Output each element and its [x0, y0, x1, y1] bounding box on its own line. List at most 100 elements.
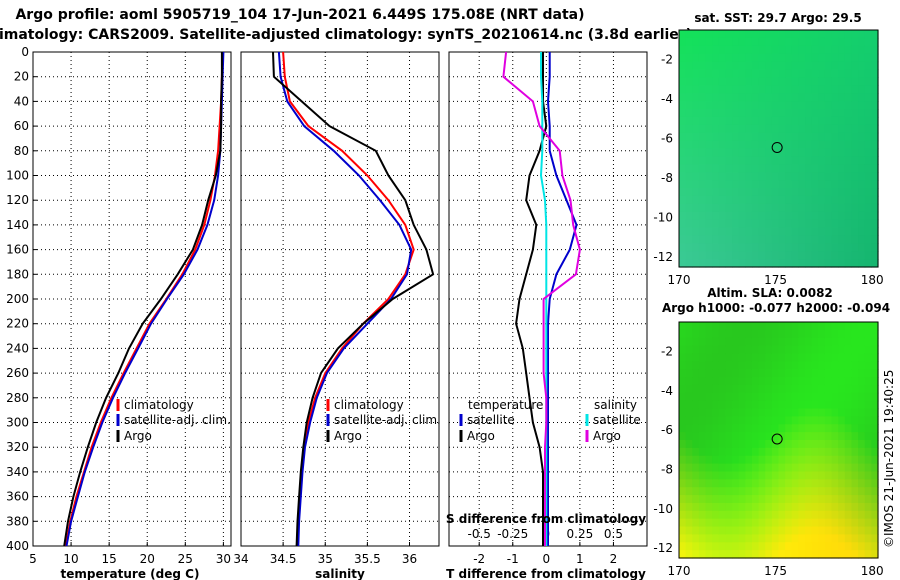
- map-cell: [771, 369, 780, 378]
- map-cell: [705, 479, 713, 488]
- map-cell: [718, 322, 727, 331]
- x-tick-label: 36: [402, 552, 417, 566]
- map-cell: [838, 132, 846, 142]
- map-cell: [725, 251, 733, 260]
- map-cell: [679, 148, 687, 157]
- map-cell: [725, 259, 733, 268]
- map-cell: [685, 463, 693, 473]
- map-cell: [712, 140, 720, 150]
- map-cell: [864, 164, 872, 173]
- map-cell: [679, 463, 687, 473]
- map-cell: [831, 384, 839, 394]
- y-tick-label: 60: [14, 119, 29, 133]
- map-cell: [705, 534, 713, 543]
- map-cell: [791, 93, 799, 102]
- map-cell: [844, 510, 853, 520]
- map-cell: [765, 510, 773, 520]
- map-cell: [751, 463, 760, 473]
- map-cell: [765, 45, 773, 55]
- map-cell: [871, 116, 879, 126]
- map-cell: [858, 337, 866, 347]
- map-cell: [692, 188, 700, 197]
- map-cell: [725, 53, 733, 63]
- map-cell: [824, 180, 833, 189]
- map-cell: [785, 101, 793, 110]
- map-cell: [732, 502, 740, 512]
- map-cell: [818, 471, 826, 480]
- map-cell: [745, 77, 753, 86]
- map-cell: [791, 337, 799, 347]
- map-cell: [864, 432, 872, 441]
- map-cell: [718, 172, 727, 181]
- map-cell: [705, 251, 713, 260]
- map-cell: [771, 416, 780, 425]
- map-cell: [732, 227, 740, 236]
- map-cell: [805, 353, 813, 362]
- map-cell: [725, 495, 733, 504]
- map-cell: [811, 463, 819, 473]
- map-cell: [758, 53, 766, 63]
- map-cell: [844, 440, 853, 449]
- map-cell: [692, 400, 700, 410]
- map-cell: [805, 227, 813, 236]
- map-cell: [685, 132, 693, 142]
- map-cell: [725, 502, 733, 512]
- map-cell: [811, 495, 819, 504]
- map-cell: [824, 495, 833, 504]
- map-cell: [718, 69, 727, 78]
- map-cell: [685, 377, 693, 386]
- map-cell: [818, 432, 826, 441]
- map-cell: [732, 487, 740, 496]
- y-tick-label: 260: [6, 366, 29, 380]
- map-cell: [771, 30, 780, 39]
- map-cell: [858, 61, 866, 71]
- map-cell: [778, 455, 786, 465]
- map-cell: [679, 235, 687, 244]
- map-cell: [805, 479, 813, 488]
- map-cell: [811, 329, 819, 339]
- map-cell: [751, 195, 760, 205]
- map-cell: [858, 243, 866, 252]
- map-cell: [738, 440, 746, 449]
- x-tick-label: 35: [318, 552, 333, 566]
- map-cell: [718, 353, 727, 362]
- map-cell: [798, 53, 806, 63]
- map-cell: [732, 132, 740, 142]
- map-cell: [851, 471, 859, 480]
- map-cell: [765, 353, 773, 362]
- map-cell: [831, 487, 839, 496]
- map-cell: [858, 30, 866, 39]
- map-cell: [798, 479, 806, 488]
- map-cell: [712, 243, 720, 252]
- map-cell: [732, 93, 740, 102]
- map-cell: [725, 518, 733, 528]
- map-cell: [844, 109, 853, 118]
- map-cell: [838, 156, 846, 165]
- map-cell: [871, 322, 879, 331]
- map-cell: [685, 219, 693, 229]
- y-tick-label: 160: [6, 243, 29, 257]
- map-cell: [851, 227, 859, 236]
- map-cell: [818, 534, 826, 543]
- map-cell: [765, 471, 773, 480]
- map-cell: [864, 85, 872, 94]
- map-cell: [798, 455, 806, 465]
- map-cell: [685, 322, 693, 331]
- map-cell: [725, 93, 733, 102]
- s-tick-label: 0.5: [604, 527, 623, 541]
- map-cell: [758, 116, 766, 126]
- map-cell: [765, 140, 773, 150]
- map-cell: [818, 69, 826, 78]
- y-tick-label: 340: [6, 465, 29, 479]
- map-cell: [679, 329, 687, 339]
- map-cell: [824, 140, 833, 150]
- map-cell: [831, 447, 839, 457]
- y-tick-label: 100: [6, 169, 29, 183]
- map-cell: [685, 251, 693, 260]
- map-cell: [818, 518, 826, 528]
- map-cell: [738, 550, 746, 559]
- map-cell: [864, 479, 872, 488]
- map-cell: [785, 455, 793, 465]
- map-cell: [685, 195, 693, 205]
- map-cell: [864, 447, 872, 457]
